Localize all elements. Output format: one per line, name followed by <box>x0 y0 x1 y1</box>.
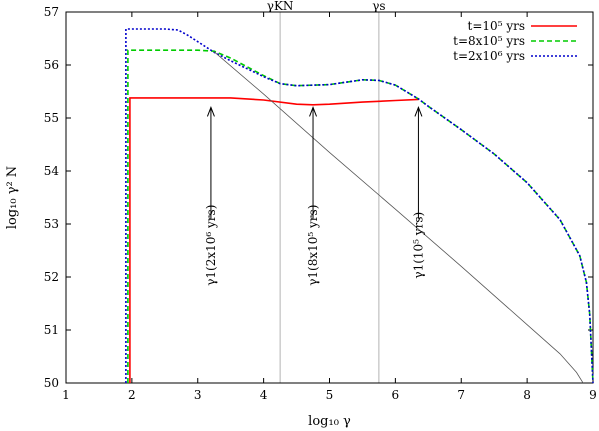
annotation-arrowhead-2 <box>414 106 423 117</box>
y-tick-label-0: 50 <box>44 376 59 390</box>
marker-label-1: γs <box>372 0 385 13</box>
y-tick-label-2: 52 <box>44 270 59 284</box>
y-tick-label-6: 56 <box>44 58 59 72</box>
x-axis-label: log₁₀ γ <box>308 414 351 429</box>
y-axis-label: log₁₀ γ² N <box>5 166 20 229</box>
x-tick-label-2: 3 <box>194 388 202 402</box>
x-tick-label-6: 7 <box>457 388 465 402</box>
x-tick-label-5: 6 <box>392 388 400 402</box>
annotation-label-1: γ1(8x10⁵ yrs) <box>306 205 320 286</box>
x-tick-label-8: 9 <box>589 388 597 402</box>
legend-label-0: t=10⁵ yrs <box>468 19 525 33</box>
annotation-label-0: γ1(2x10⁶ yrs) <box>204 205 218 286</box>
y-tick-label-3: 53 <box>44 217 59 231</box>
x-tick-label-1: 2 <box>128 388 136 402</box>
x-tick-label-3: 4 <box>260 388 268 402</box>
x-tick-label-7: 8 <box>523 388 531 402</box>
annotation-arrowhead-0 <box>206 106 215 117</box>
x-tick-label-4: 5 <box>326 388 334 402</box>
y-tick-label-7: 57 <box>44 5 59 19</box>
annotation-arrowhead-1 <box>309 106 317 117</box>
x-tick-label-0: 1 <box>62 388 70 402</box>
series-line-1 <box>127 49 594 384</box>
y-tick-label-1: 51 <box>44 323 59 337</box>
series-line-2 <box>125 28 594 384</box>
annotation-label-2: γ1(10⁵ yrs) <box>411 212 425 279</box>
marker-label-0: γKN <box>267 0 294 13</box>
series-line-3 <box>213 51 584 384</box>
legend-label-1: t=8x10⁵ yrs <box>453 34 525 48</box>
plot-frame <box>65 11 594 384</box>
legend-label-2: t=2x10⁶ yrs <box>453 49 525 63</box>
y-tick-label-4: 54 <box>44 164 60 178</box>
y-tick-label-5: 55 <box>44 111 59 125</box>
series-line-0 <box>129 97 419 383</box>
